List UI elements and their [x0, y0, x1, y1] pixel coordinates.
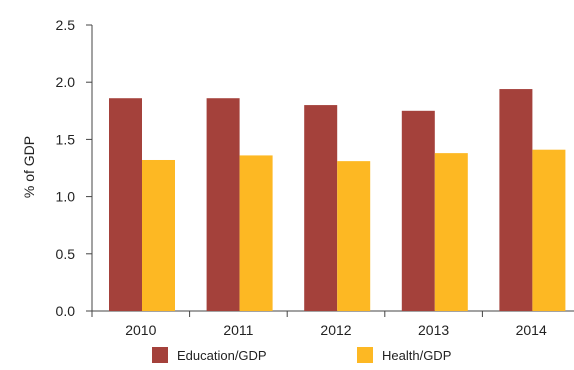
- health-bar-2013: [434, 153, 468, 311]
- legend-swatch: [152, 347, 168, 363]
- x-tick-label: 2012: [320, 322, 351, 338]
- legend-label: Education/GDP: [177, 348, 267, 363]
- y-tick-label: 0.0: [56, 303, 76, 319]
- education-bar-2013: [401, 110, 435, 311]
- legend-swatch: [357, 347, 373, 363]
- legend: Education/GDP Health/GDP: [152, 347, 451, 363]
- x-tick-label: 2014: [516, 322, 547, 338]
- y-tick-label: 0.5: [56, 246, 76, 262]
- legend-label: Health/GDP: [382, 348, 451, 363]
- x-axis: 2010 2011 2012 2013 2014: [91, 310, 574, 338]
- y-axis-title: % of GDP: [21, 136, 37, 198]
- education-bar-2014: [499, 89, 533, 312]
- health-bar-2010: [142, 159, 175, 311]
- y-tick-label: 2.5: [56, 17, 76, 33]
- bars: [109, 89, 566, 312]
- health-bar-2014: [532, 149, 566, 311]
- y-tick-label: 1.5: [56, 131, 76, 147]
- x-tick-label: 2010: [125, 322, 156, 338]
- y-tick-label: 1.0: [56, 189, 76, 205]
- y-tick-label: 2.0: [56, 74, 76, 90]
- education-bar-2011: [206, 98, 240, 311]
- y-axis: 0.0 0.5 1.0 1.5 2.0 2.5: [56, 17, 93, 319]
- health-bar-2011: [239, 155, 273, 311]
- education-bar-2010: [109, 98, 142, 311]
- health-bar-2012: [337, 161, 371, 311]
- x-tick-label: 2013: [418, 322, 449, 338]
- x-tick-label: 2011: [223, 322, 253, 338]
- education-bar-2012: [304, 105, 338, 311]
